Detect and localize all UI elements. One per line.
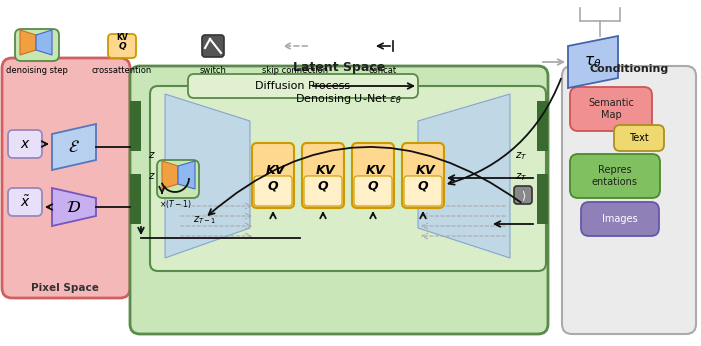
FancyBboxPatch shape <box>150 86 546 271</box>
FancyBboxPatch shape <box>254 176 292 206</box>
Polygon shape <box>52 188 96 226</box>
Text: Q: Q <box>418 180 428 192</box>
Text: Denoising U-Net $\epsilon_\theta$: Denoising U-Net $\epsilon_\theta$ <box>294 92 402 106</box>
FancyBboxPatch shape <box>304 176 342 206</box>
FancyBboxPatch shape <box>402 143 444 208</box>
Text: K: K <box>266 164 275 177</box>
Polygon shape <box>165 94 250 258</box>
FancyBboxPatch shape <box>15 29 59 61</box>
Text: concat: concat <box>369 66 397 75</box>
Polygon shape <box>418 94 510 258</box>
Text: Q: Q <box>368 180 379 192</box>
Text: V: V <box>274 164 284 177</box>
FancyBboxPatch shape <box>514 186 532 204</box>
Text: $z$: $z$ <box>148 171 156 181</box>
Text: Latent Space: Latent Space <box>293 61 385 74</box>
Text: Q: Q <box>268 180 278 192</box>
Text: $x$: $x$ <box>20 137 30 151</box>
Bar <box>537 174 548 224</box>
Text: $\mathcal{D}$: $\mathcal{D}$ <box>67 199 81 216</box>
Text: KV: KV <box>116 34 128 43</box>
FancyBboxPatch shape <box>202 35 224 57</box>
Polygon shape <box>52 124 96 170</box>
FancyBboxPatch shape <box>108 34 136 58</box>
Text: denoising step: denoising step <box>6 66 68 75</box>
Text: Conditioning: Conditioning <box>590 64 669 74</box>
Text: V: V <box>424 164 434 177</box>
Text: $\mathcal{E}$: $\mathcal{E}$ <box>68 138 80 155</box>
Text: K: K <box>366 164 376 177</box>
Polygon shape <box>178 161 195 189</box>
FancyBboxPatch shape <box>562 66 696 334</box>
Text: switch: switch <box>200 66 226 75</box>
Text: Diffusion Process: Diffusion Process <box>255 81 350 91</box>
FancyBboxPatch shape <box>570 154 660 198</box>
Polygon shape <box>36 30 52 55</box>
FancyBboxPatch shape <box>130 66 548 334</box>
Text: V: V <box>374 164 384 177</box>
Polygon shape <box>20 30 36 55</box>
Text: Semantic
Map: Semantic Map <box>588 98 634 120</box>
FancyBboxPatch shape <box>614 125 664 151</box>
Bar <box>537 101 548 151</box>
FancyBboxPatch shape <box>8 130 42 158</box>
Text: $z_T$: $z_T$ <box>515 171 527 183</box>
FancyBboxPatch shape <box>2 58 130 298</box>
Text: V: V <box>324 164 334 177</box>
Text: $\times(T-1)$: $\times(T-1)$ <box>158 198 191 210</box>
Text: Repres
entations: Repres entations <box>592 165 638 187</box>
Text: skip connection: skip connection <box>262 66 328 75</box>
Text: $\tilde{x}$: $\tilde{x}$ <box>20 194 30 210</box>
Text: $\tau_\theta$: $\tau_\theta$ <box>584 54 601 70</box>
Text: Q: Q <box>318 180 328 192</box>
FancyBboxPatch shape <box>252 143 294 208</box>
FancyBboxPatch shape <box>302 143 344 208</box>
Text: ⟩: ⟩ <box>521 190 525 200</box>
FancyBboxPatch shape <box>404 176 442 206</box>
Text: K: K <box>316 164 326 177</box>
Text: K: K <box>416 164 426 177</box>
Text: $z$: $z$ <box>148 150 156 160</box>
Text: crossattention: crossattention <box>92 66 152 75</box>
FancyBboxPatch shape <box>581 202 659 236</box>
Text: Images: Images <box>602 214 638 224</box>
Text: Pixel Space: Pixel Space <box>31 283 99 293</box>
Text: Text: Text <box>629 133 649 143</box>
Bar <box>130 101 141 151</box>
Text: Q: Q <box>118 42 125 51</box>
FancyBboxPatch shape <box>8 188 42 216</box>
Text: $z_T$: $z_T$ <box>515 150 527 162</box>
FancyBboxPatch shape <box>188 74 418 98</box>
Text: $z_{T-1}$: $z_{T-1}$ <box>193 214 217 226</box>
FancyBboxPatch shape <box>354 176 392 206</box>
FancyBboxPatch shape <box>570 87 652 131</box>
Polygon shape <box>162 161 178 189</box>
FancyBboxPatch shape <box>352 143 394 208</box>
Bar <box>130 174 141 224</box>
Polygon shape <box>568 36 618 88</box>
FancyBboxPatch shape <box>157 160 199 198</box>
